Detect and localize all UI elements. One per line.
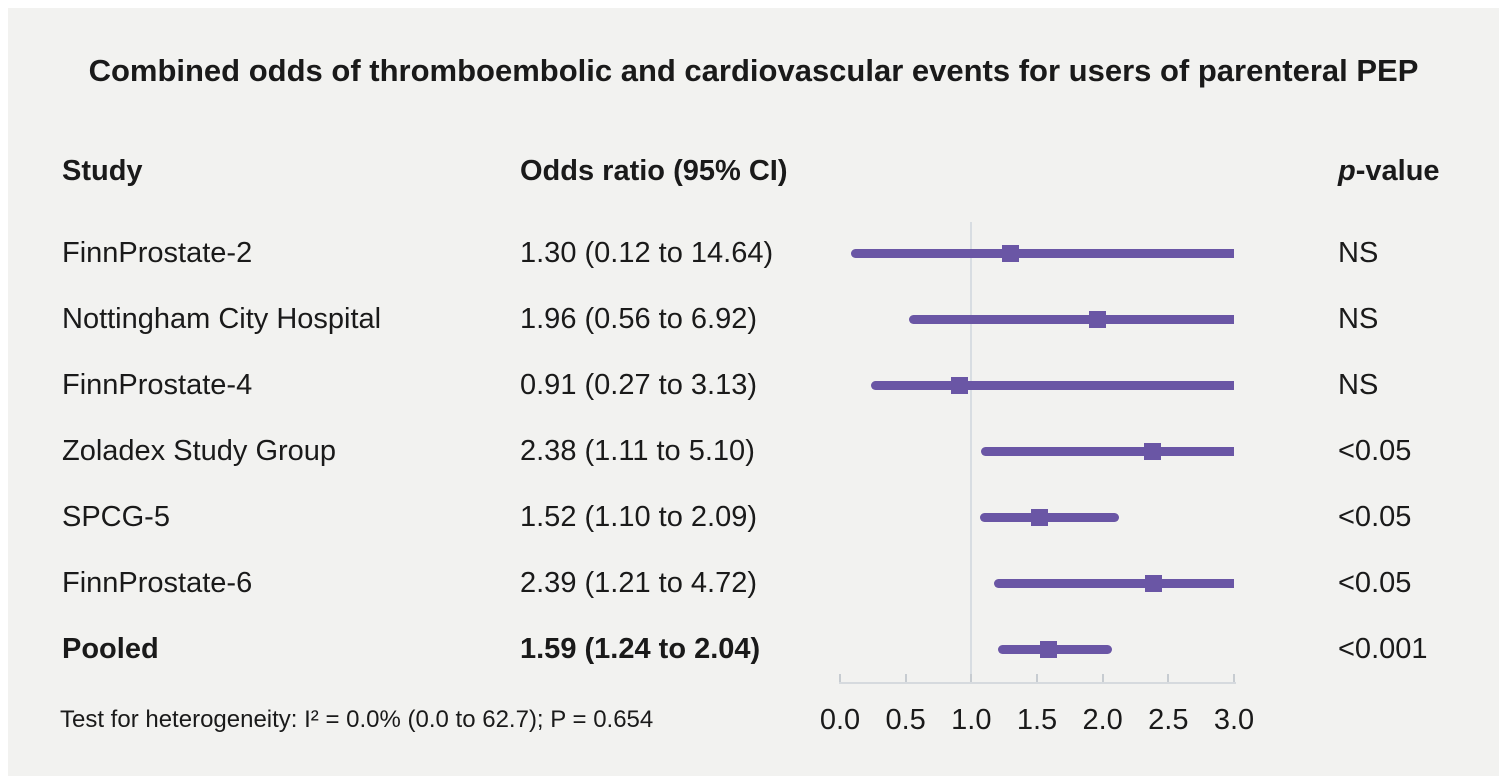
- x-axis-tick: [904, 674, 907, 682]
- odds-ratio-square-marker: [1040, 640, 1058, 658]
- odds-ratio-ci-value: 1.59 (1.24 to 2.04): [520, 632, 761, 665]
- x-axis-tick-label: 1.0: [951, 703, 992, 736]
- x-axis-tick: [1101, 674, 1104, 682]
- odds-ratio-ci-value: 0.91 (0.27 to 3.13): [520, 368, 757, 401]
- odds-ratio-square-marker: [1031, 508, 1049, 526]
- confidence-interval-bar: [981, 446, 1234, 456]
- x-axis-line: [839, 682, 1236, 684]
- study-label: Pooled: [62, 632, 159, 665]
- study-label: FinnProstate-6: [62, 566, 253, 599]
- confidence-interval-bar: [851, 248, 1234, 258]
- x-axis-tick: [1036, 674, 1038, 682]
- x-axis-tick: [1233, 674, 1235, 682]
- odds-ratio-square-marker: [1088, 310, 1106, 328]
- odds-ratio-square-marker: [951, 376, 968, 394]
- x-axis-tick-label: 1.5: [1016, 703, 1058, 736]
- p-value: NS: [1338, 236, 1379, 269]
- p-value: <0.05: [1338, 500, 1412, 533]
- column-header-p-value: p -value: [1338, 151, 1440, 191]
- column-header-odds-ratio: Odds ratio (95% CI): [520, 154, 788, 187]
- x-axis-tick: [839, 674, 841, 682]
- odds-ratio-ci-value: 2.39 (1.21 to 4.72): [520, 566, 757, 599]
- reference-line-at-1: [970, 222, 972, 683]
- x-axis-tick-label: 3.0: [1213, 703, 1255, 736]
- study-label: FinnProstate-2: [62, 236, 253, 269]
- odds-ratio-ci-value: 1.52 (1.10 to 2.09): [520, 500, 757, 533]
- confidence-interval-bar: [994, 578, 1234, 588]
- study-label: Nottingham City Hospital: [62, 302, 382, 335]
- study-label: Zoladex Study Group: [62, 434, 337, 467]
- p-value: <0.05: [1338, 434, 1412, 467]
- figure-background-panel: [8, 8, 1499, 776]
- x-axis-tick-label: 0.0: [819, 703, 861, 736]
- confidence-interval-bar: [979, 512, 1119, 522]
- x-axis-tick-label: 2.5: [1148, 703, 1189, 736]
- p-value: NS: [1338, 368, 1379, 401]
- p-value-header-rest: -value: [1355, 154, 1440, 187]
- confidence-interval-bar: [870, 380, 1234, 390]
- column-header-study: Study: [62, 154, 143, 187]
- p-value: <0.001: [1338, 632, 1428, 665]
- confidence-interval-bar: [909, 314, 1234, 324]
- heterogeneity-footnote: Test for heterogeneity: I² = 0.0% (0.0 t…: [60, 706, 654, 733]
- odds-ratio-ci-value: 1.96 (0.56 to 6.92): [520, 302, 757, 335]
- x-axis-tick: [1167, 674, 1170, 682]
- p-value: NS: [1338, 302, 1379, 335]
- x-axis-tick-label: 2.0: [1082, 703, 1123, 736]
- x-axis-tick-label: 0.5: [885, 703, 926, 736]
- odds-ratio-ci-value: 2.38 (1.11 to 5.10): [520, 434, 755, 467]
- odds-ratio-square-marker: [1002, 244, 1020, 262]
- p-value: <0.05: [1338, 566, 1412, 599]
- chart-title: Combined odds of thromboembolic and card…: [88, 53, 1419, 88]
- study-label: FinnProstate-4: [62, 368, 253, 401]
- odds-ratio-ci-value: 1.30 (0.12 to 14.64): [520, 236, 774, 269]
- x-axis-tick: [970, 674, 973, 682]
- odds-ratio-square-marker: [1144, 442, 1162, 460]
- p-value-header-italic-p: p: [1338, 154, 1356, 187]
- odds-ratio-square-marker: [1145, 574, 1163, 592]
- study-label: SPCG-5: [62, 500, 170, 533]
